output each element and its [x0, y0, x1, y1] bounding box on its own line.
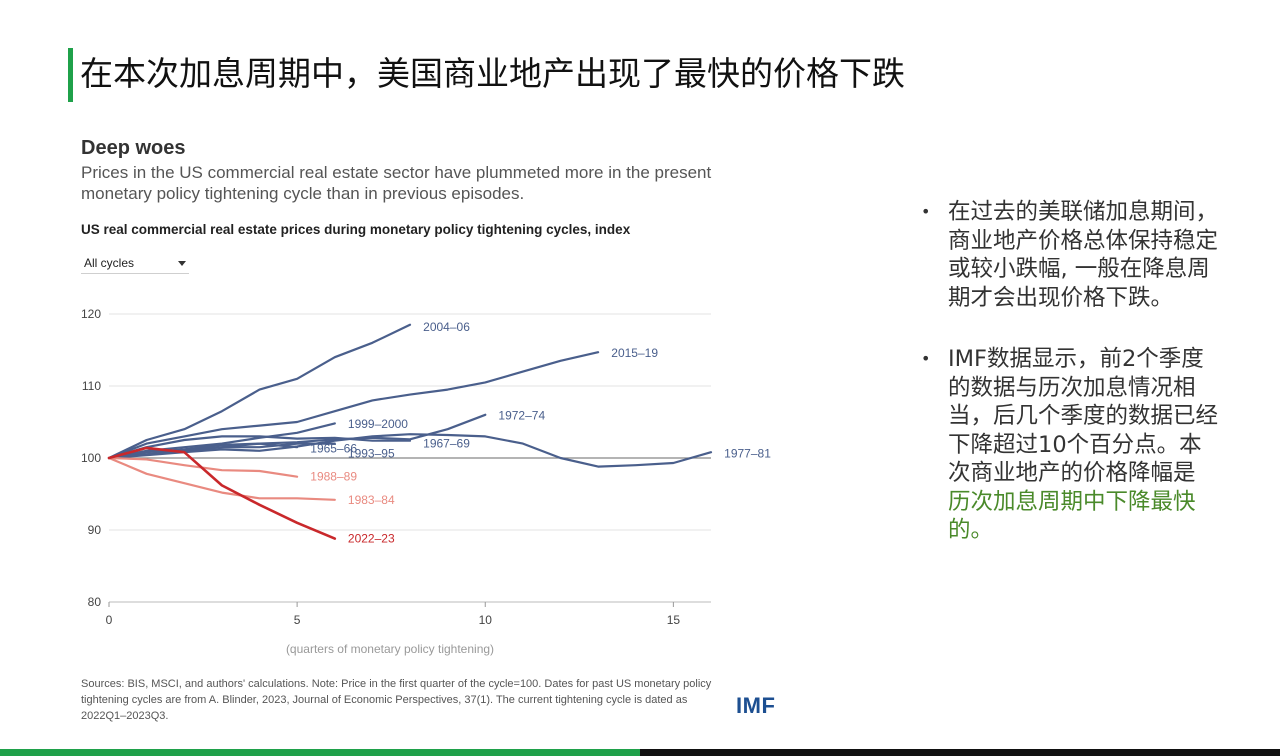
series-line [107, 351, 600, 460]
x-tick-label: 5 [294, 613, 301, 627]
chart-caption: US real commercial real estate prices du… [81, 222, 631, 237]
bullet-highlight-text: 历次加息周期中下降最快的。 [948, 488, 1196, 544]
chart-sources-note: Sources: BIS, MSCI, and authors' calcula… [81, 678, 712, 722]
bullet-text: IMF数据显示，前2个季度的数据与历次加息情况相当，后几个季度的数据已经下降超过… [948, 346, 1219, 486]
bullet-list: • 在过去的美联储加息期间，商业地产价格总体保持稳定或较小跌幅, 一般在降息周期… [918, 198, 1218, 578]
series-line [107, 422, 336, 460]
chart-subtitle: Prices in the US commercial real estate … [81, 163, 712, 203]
series-end-label: 2015–19 [611, 346, 658, 360]
cycles-dropdown[interactable]: All cycles [81, 252, 189, 274]
chart-heading: Deep woes [81, 137, 186, 159]
x-tick-label: 10 [479, 613, 493, 627]
series-line [107, 323, 412, 460]
bullet-text: 在过去的美联储加息期间，商业地产价格总体保持稳定或较小跌幅, 一般在降息周期才会… [948, 199, 1219, 311]
y-tick-label: 120 [81, 307, 101, 321]
series-end-label: 2004–06 [423, 320, 470, 334]
footer-green-bar [0, 749, 640, 756]
bullet-item: • IMF数据显示，前2个季度的数据与历次加息情况相当，后几个季度的数据已经下降… [918, 345, 1218, 545]
slide-title: 在本次加息周期中，美国商业地产出现了最快的价格下跌 [80, 54, 905, 93]
series-line [107, 456, 336, 501]
series-end-label: 1983–84 [348, 493, 395, 507]
bullet-icon: • [921, 349, 931, 368]
series-end-label: 1993–95 [348, 447, 395, 461]
bullet-icon: • [921, 202, 931, 221]
series-end-label: 1999–2000 [348, 417, 408, 431]
y-tick-label: 90 [88, 523, 102, 537]
imf-logo: IMF [736, 693, 776, 718]
series-line [107, 442, 299, 460]
series-end-label: 1977–81 [724, 447, 771, 461]
y-tick-label: 110 [82, 379, 101, 393]
series-line [107, 446, 337, 540]
series-line [107, 435, 412, 460]
series-end-label: 1965–66 [310, 442, 357, 456]
chevron-down-icon [178, 261, 186, 266]
line-chart: 80 90 100 110 120 0 5 10 15 (quarters of monetary… [81, 307, 771, 656]
footer-black-bar [640, 749, 1280, 756]
title-accent-bar [68, 48, 73, 102]
series-end-label: 1988–89 [310, 470, 357, 484]
bullet-item: • 在过去的美联储加息期间，商业地产价格总体保持稳定或较小跌幅, 一般在降息周期… [918, 198, 1218, 312]
series-end-label: 1972–74 [498, 409, 545, 423]
x-tick-label: 0 [106, 613, 113, 627]
series-end-label: 1967–69 [423, 437, 470, 451]
x-tick-label: 15 [667, 613, 681, 627]
x-axis-title: (quarters of monetary policy tightening) [286, 642, 494, 656]
y-tick-label: 100 [81, 451, 101, 465]
cycles-dropdown-value: All cycles [84, 256, 135, 270]
y-tick-label: 80 [88, 595, 102, 609]
series-line [107, 433, 713, 468]
series-end-label: 2022–23 [348, 532, 395, 546]
